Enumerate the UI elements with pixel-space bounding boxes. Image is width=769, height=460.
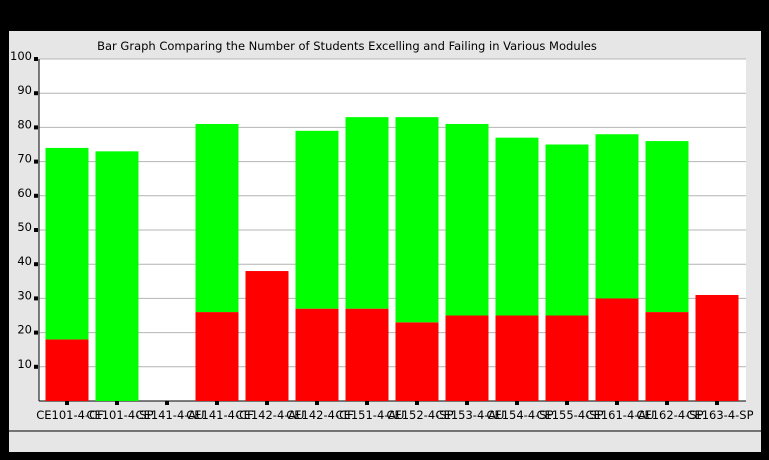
x-tick-label: CE142-4-AU xyxy=(236,408,305,422)
x-tick-label: CE101-4-SP xyxy=(86,408,153,422)
bar-red-10 xyxy=(545,315,589,401)
x-tick-mark xyxy=(515,401,519,405)
y-tick-mark xyxy=(34,296,38,301)
y-tick-label: 100 xyxy=(10,49,32,63)
x-tick-mark xyxy=(365,401,369,405)
x-tick-mark xyxy=(415,401,419,405)
y-tick-mark xyxy=(34,228,38,232)
y-tick-label: 40 xyxy=(17,254,32,268)
y-tick-label: 50 xyxy=(17,220,32,234)
y-tick-label: 90 xyxy=(17,83,32,97)
bar-green-10 xyxy=(545,144,589,316)
bar-green-8 xyxy=(445,123,489,316)
bar-chart: 10 20 30 40 50 60 70 80 90 100 CE101-4-CFCE101-4-S… xyxy=(9,49,761,432)
bar-green-9 xyxy=(495,137,539,316)
x-tick-mark xyxy=(215,401,219,405)
bar-green-3 xyxy=(195,123,239,313)
x-tick-label: CE162-4-SP xyxy=(636,408,703,422)
chart-title: Bar Graph Comparing the Number of Studen… xyxy=(97,39,597,53)
bar-green-11 xyxy=(595,134,639,299)
x-tick-mark xyxy=(165,401,169,405)
y-tick-mark xyxy=(34,330,38,335)
y-tick-mark xyxy=(34,364,38,369)
bar-red-7 xyxy=(395,322,439,401)
x-tick-label: CE142-4-CF xyxy=(286,408,354,422)
x-tick-label: CE152-4-SP xyxy=(386,408,453,422)
y-tick-label: 70 xyxy=(17,152,32,166)
x-tick-label: CE141-4-AU xyxy=(136,408,205,422)
chart-panel: Bar Graph Comparing the Number of Studen… xyxy=(9,31,761,452)
x-tick-mark xyxy=(465,401,469,405)
y-tick-mark xyxy=(34,262,38,267)
bar-green-7 xyxy=(395,117,439,323)
x-tick-mark xyxy=(715,401,719,405)
bar-red-0 xyxy=(45,339,89,401)
bar-green-5 xyxy=(295,130,339,309)
y-tick-label: 30 xyxy=(17,288,32,302)
bar-green-12 xyxy=(645,141,689,313)
bar-red-11 xyxy=(595,298,639,401)
x-tick-mark xyxy=(115,401,119,405)
y-tick-mark xyxy=(34,159,38,164)
bar-red-6 xyxy=(345,308,389,401)
x-tick-label: CE161-4-AU xyxy=(586,408,655,422)
x-tick-mark xyxy=(315,401,319,405)
bar-red-9 xyxy=(495,315,539,401)
bar-red-5 xyxy=(295,308,339,401)
y-tick-label: 20 xyxy=(17,323,32,337)
y-tick-mark xyxy=(34,57,38,61)
bar-red-8 xyxy=(445,315,489,401)
x-tick-mark xyxy=(65,401,69,405)
bar-red-4 xyxy=(245,271,289,401)
bar-red-13 xyxy=(695,294,739,401)
x-tick-label: CE163-4-SP xyxy=(686,408,753,422)
x-tick-label: CE141-4-CF xyxy=(186,408,254,422)
y-tick-label: 60 xyxy=(17,186,32,200)
y-tick-label: 10 xyxy=(17,357,32,371)
y-tick-mark xyxy=(34,125,38,130)
x-tick-mark xyxy=(665,401,669,405)
x-tick-label: CE155-4-SP xyxy=(536,408,603,422)
x-tick-label: CE101-4-CF xyxy=(36,408,104,422)
bar-green-1 xyxy=(95,151,139,401)
x-tick-label: CE154-4-SP xyxy=(486,408,553,422)
y-tick-mark xyxy=(34,193,38,198)
y-tick-label: 80 xyxy=(17,117,32,131)
x-tick-mark xyxy=(265,401,269,405)
bar-green-0 xyxy=(45,147,89,340)
bar-red-3 xyxy=(195,312,239,401)
bar-red-12 xyxy=(645,312,689,401)
x-tick-label: CE153-4-AU xyxy=(436,408,505,422)
x-tick-mark xyxy=(615,401,619,405)
y-tick-mark xyxy=(34,91,38,96)
x-tick-label: CE151-4-AU xyxy=(336,408,405,422)
x-tick-mark xyxy=(565,401,569,405)
bar-green-6 xyxy=(345,117,389,309)
